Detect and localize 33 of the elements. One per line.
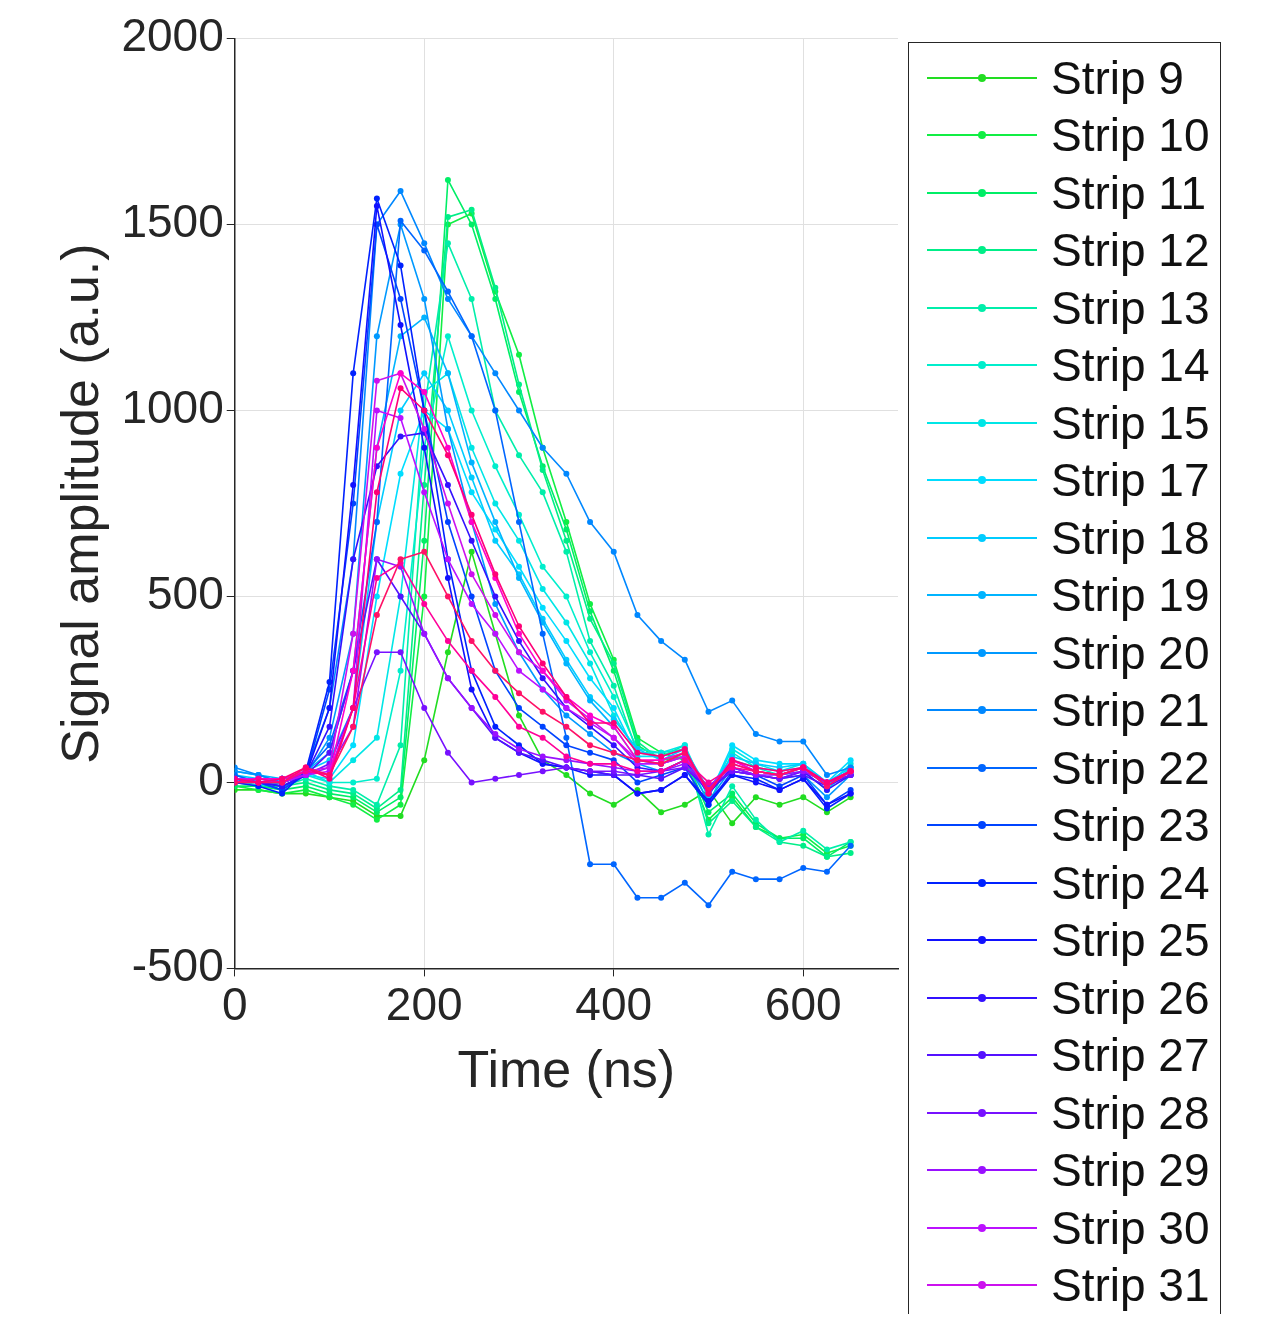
legend-label: Strip 28 xyxy=(1051,1085,1210,1140)
y-tick-label: -500 xyxy=(131,939,224,992)
legend-label: Strip 19 xyxy=(1051,568,1210,623)
legend-label: Strip 17 xyxy=(1051,453,1210,508)
x-tick-label: 200 xyxy=(385,977,463,1030)
y-axis-title: Signal amplitude (a.u.) xyxy=(50,243,109,764)
legend-label: Strip 25 xyxy=(1051,913,1210,968)
legend-label: Strip 23 xyxy=(1051,798,1210,853)
x-tick-label: 400 xyxy=(575,977,653,1030)
legend-label: Strip 10 xyxy=(1051,108,1210,163)
x-axis-title: Time (ns) xyxy=(457,1040,676,1099)
legend-label: Strip 31 xyxy=(1051,1258,1210,1313)
legend-label: Strip 29 xyxy=(1051,1143,1210,1198)
y-tick-label: 1500 xyxy=(121,195,224,248)
legend-label: Strip 12 xyxy=(1051,223,1210,278)
legend-label: Strip 15 xyxy=(1051,395,1210,450)
y-tick-label: 0 xyxy=(198,753,224,806)
legend-label: Strip 22 xyxy=(1051,740,1210,795)
legend-label: Strip 20 xyxy=(1051,625,1210,680)
legend-label: Strip 18 xyxy=(1051,510,1210,565)
legend-label: Strip 24 xyxy=(1051,855,1210,910)
y-tick-label: 2000 xyxy=(121,9,224,62)
x-tick-label: 600 xyxy=(764,977,842,1030)
y-tick-label: 1000 xyxy=(121,381,224,434)
legend-label: Strip 26 xyxy=(1051,970,1210,1025)
legend-label: Strip 13 xyxy=(1051,280,1210,335)
legend-label: Strip 21 xyxy=(1051,683,1210,738)
legend-label: Strip 11 xyxy=(1051,165,1207,220)
y-tick-label: 500 xyxy=(146,567,224,620)
legend-label: Strip 14 xyxy=(1051,338,1210,393)
legend-label: Strip 30 xyxy=(1051,1200,1210,1255)
legend-label: Strip 27 xyxy=(1051,1028,1210,1083)
legend-label: Strip 9 xyxy=(1051,50,1184,105)
